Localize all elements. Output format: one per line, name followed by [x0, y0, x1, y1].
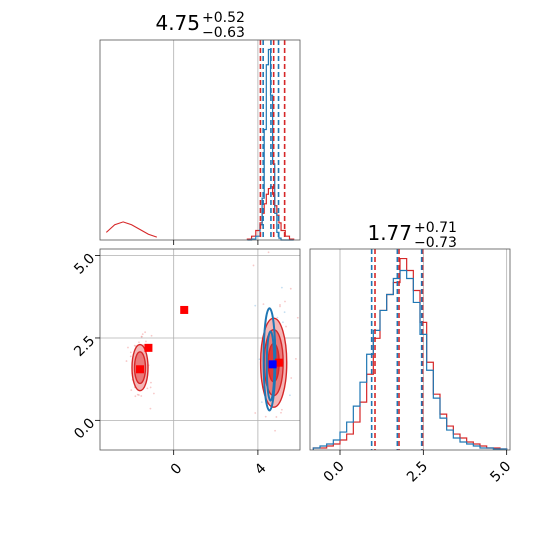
scatter-point	[252, 264, 255, 267]
hist-2-xtick-label-1: 2.5	[404, 458, 431, 485]
scatter-point	[274, 429, 276, 432]
hist-2-series	[312, 257, 508, 450]
hist-2-frame	[309, 248, 511, 451]
red-marker-3	[274, 358, 283, 367]
scatter-point	[146, 387, 149, 390]
hist-1-title-plus: +0.52	[202, 10, 245, 26]
scatter-point	[138, 341, 140, 344]
scatter-point	[275, 416, 278, 418]
scatter-point	[130, 389, 133, 392]
scatter-point	[149, 386, 152, 389]
contour-ytick-label-1: 2.5	[71, 333, 98, 360]
contour-panel: 0 4 0.0 2.5 5.0	[71, 248, 313, 478]
hist-1-red-tail	[105, 221, 158, 238]
scatter-point	[254, 412, 257, 414]
hist-1-title-value: 4.75	[155, 11, 200, 35]
scatter-point	[284, 300, 286, 303]
hist-2-title-plus: +0.71	[414, 220, 457, 236]
scatter-point	[267, 251, 270, 254]
scatter-point	[254, 304, 257, 307]
scatter-point	[150, 334, 153, 337]
scatter-point	[280, 408, 283, 411]
contour-xtick-label-1: 4	[252, 460, 270, 478]
scatter-point	[296, 316, 299, 319]
contour-xtick-label-0: 0	[168, 460, 186, 478]
hist-2-xtick-label-0: 0.0	[321, 458, 348, 485]
scatter-point	[289, 287, 292, 290]
scatter-point	[260, 401, 263, 404]
scatter-point	[283, 311, 286, 314]
scatter-point	[280, 411, 282, 414]
contour-ticks: 0 4 0.0 2.5 5.0	[71, 251, 269, 478]
scatter-point	[280, 286, 283, 289]
red-marker-2	[136, 365, 144, 374]
hist-1-ticks	[173, 240, 259, 245]
scatter-point	[125, 360, 128, 362]
scatter-point	[279, 304, 281, 306]
red-marker-0	[144, 343, 153, 352]
hist-panel-2: 0.0 2.5 5.0 1.77 +0.71 −0.73	[309, 220, 514, 486]
blue-marker-0	[268, 360, 277, 369]
scatter-point	[127, 346, 129, 349]
contour-plot-area	[125, 251, 313, 432]
scatter-point	[258, 358, 261, 361]
hist-2-title: 1.77	[367, 221, 412, 245]
scatter-point	[150, 381, 152, 384]
hist-1-grid	[173, 40, 259, 240]
scatter-point	[282, 321, 284, 324]
contour-frame	[99, 248, 301, 451]
hist-2-xtick-label-2: 5.0	[487, 458, 514, 485]
scatter-point	[295, 357, 297, 360]
scatter-point	[264, 415, 267, 418]
scatter-point	[134, 395, 137, 398]
hist-1-quantile-lines	[259, 40, 286, 240]
hist-2-title-minus: −0.73	[414, 235, 457, 251]
scatter-point	[144, 331, 147, 334]
scatter-point	[279, 305, 281, 308]
scatter-point	[276, 316, 279, 319]
scatter-point	[140, 395, 143, 397]
scatter-point	[290, 377, 293, 379]
hist-2-quantile-lines	[370, 249, 424, 450]
scatter-point	[141, 333, 144, 336]
hist-1-series	[105, 48, 295, 241]
scatter-point	[152, 392, 155, 395]
scatter-point	[140, 335, 143, 338]
hist-2-ticks: 0.0 2.5 5.0	[321, 450, 514, 486]
hist-2-series-blue	[312, 269, 508, 450]
hist-2-title-value: 1.77	[367, 221, 412, 245]
contour-ytick-label-0: 0.0	[71, 415, 98, 442]
hist-1-title: 4.75	[155, 11, 200, 35]
scatter-point	[285, 325, 287, 328]
scatter-point	[138, 394, 140, 396]
hist-1-series-blue	[247, 48, 294, 241]
red-marker-1	[180, 305, 189, 314]
scatter-point	[262, 303, 265, 306]
hist-2-series-red	[312, 257, 508, 450]
hist-panel-1: 4.75 +0.52 −0.63	[99, 10, 301, 245]
contour-ytick-label-2: 5.0	[71, 251, 98, 278]
scatter-point	[149, 407, 152, 410]
scatter-point	[289, 394, 291, 397]
scatter-point	[145, 340, 147, 343]
hist-1-frame	[99, 39, 301, 241]
scatter-point	[311, 349, 313, 351]
hist-1-title-minus: −0.63	[202, 25, 245, 41]
scatter-point	[129, 351, 132, 354]
scatter-point	[129, 355, 132, 358]
